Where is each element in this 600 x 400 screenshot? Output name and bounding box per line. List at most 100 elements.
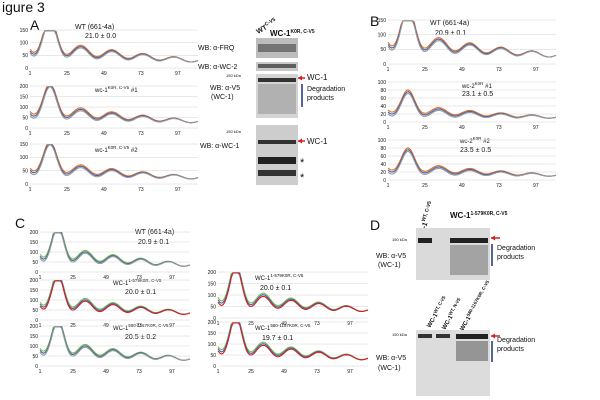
y-tick-label: 100 [30,344,39,350]
annotation-wc1: WC-1 [307,73,328,82]
y-tick-label: 0 [383,178,386,184]
trace-line [387,92,557,119]
annotation-degradation: Degradation [307,86,345,93]
y-tick-label: 100 [378,32,387,38]
x-tick-label: 73 [496,183,502,189]
x-tick-label: 1 [29,71,32,77]
blot-wc1-band-bottom [258,170,296,176]
x-tick-label: 49 [459,125,465,131]
annotation-products: products [307,95,334,102]
y-tick-label: 200 [208,270,217,276]
x-tick-label: 25 [248,321,254,327]
blot-label-v5: WB: α-V5 [376,253,406,260]
chart-period: 23.1 ± 0.5 [462,91,493,98]
x-tick-label: 25 [248,369,254,375]
chart-b-wc2-k0r-2: wc-2K0R #2 23.5 ± 0.5 100 80 60 40 20 01 25 49 7… [378,136,557,189]
arrow-head-icon [491,333,495,339]
blot-smear [450,245,488,275]
x-tick-label: 73 [138,131,144,137]
chart-title: WC-1580-1167K0R, C-V5 [113,323,169,332]
chart-title: wc-2K0R #1 [461,81,492,90]
figure-title: igure 3 [2,0,45,15]
y-tick-label: 80 [380,146,386,152]
panel-label-b: B [370,13,379,29]
y-tick-label: 50 [210,304,216,310]
chart-period: 20.9 ± 0.1 [138,239,169,246]
chart-period: 20.0 ± 0.1 [260,285,291,292]
y-tick-label: 50 [22,115,28,121]
blot-band [418,334,432,338]
x-tick-label: 25 [70,369,76,375]
chart-period: 20.9 ± 0.1 [435,30,466,37]
blot-smear [456,341,488,361]
chart-title: WC-11-579K0R, C-V5 [255,273,304,282]
chart-c-wc1-1-579-b: WC-11-579K0R, C-V5 20.0 ± 0.1 200 150 100 5… [208,270,369,327]
annotation-products: products [497,346,524,353]
chart-title: WT (661-4a) [135,229,174,236]
chart-c-wt: WT (661-4a) 20.9 ± 0.1 200 150 100 50 01 25 49… [30,229,191,281]
blot-wc1-band-lower [258,157,296,164]
blot-lane-header-mutant: WC-11-579K0R, C-V5 [450,211,508,220]
x-tick-label: 97 [347,321,353,327]
y-tick-label: 0 [383,120,386,126]
y-tick-label: 100 [378,80,387,86]
x-tick-label: 49 [101,187,107,193]
kda-marker: 150 kDa [226,73,242,78]
x-tick-label: 97 [169,369,175,375]
y-tick-label: 150 [20,94,29,100]
chart-period: 19.7 ± 0.1 [262,335,293,342]
y-tick-label: 100 [20,155,29,161]
blot-label-v5-sub: (WC-1) [211,94,234,101]
trace-line [387,20,557,58]
chart-c-wc1-580-1167-a: WC-1580-1167K0R, C-V5 20.5 ± 0.2 2001501… [30,323,191,375]
trace-line [29,30,199,63]
trace-line [29,144,199,180]
x-tick-label: 1 [39,275,42,281]
x-tick-label: 25 [422,125,428,131]
x-tick-label: 97 [533,125,539,131]
blot-wc1-band [258,140,296,144]
arrow-head-icon [298,75,302,81]
x-tick-label: 49 [101,131,107,137]
trace-line [29,86,199,124]
annotation-products: products [497,254,524,261]
y-tick-label: 50 [32,308,38,314]
x-tick-label: 1 [387,67,390,73]
chart-period: 21.0 ± 0.0 [85,33,116,40]
blot-wc2-band [258,64,296,68]
y-tick-label: 0 [35,364,38,370]
chart-a-wc1-k0r-1: wc-1K0R, C-V5 #1 200 150 100 50 01 25 49 73 97 [20,84,199,137]
x-tick-label: 49 [103,275,109,281]
x-tick-label: 25 [64,131,70,137]
y-tick-label: 40 [380,104,386,110]
trace-line [387,150,557,177]
x-tick-label: 73 [138,71,144,77]
y-tick-label: 100 [20,40,29,46]
chart-c-wc1-580-1167-b: WC-1580-1167K0R, C-V5 19.7 ± 0.1 2001501… [208,320,369,375]
blot-label-v5: WB: α-V5 [210,85,240,92]
x-tick-label: 97 [533,67,539,73]
trace-line [39,232,191,267]
y-tick-label: 80 [380,88,386,94]
x-tick-label: 1 [217,369,220,375]
chart-period: 20.5 ± 0.2 [125,334,156,341]
chart-period: 23.5 ± 0.5 [460,147,491,154]
x-tick-label: 25 [422,67,428,73]
annotation-star: * [300,157,305,169]
y-tick-label: 0 [25,126,28,132]
x-tick-label: 97 [347,369,353,375]
chart-b-wt: WT (661-4a) 20.9 ± 0.1 150 100 50 01 25 49 73 9… [378,18,557,73]
x-tick-label: 49 [459,67,465,73]
chart-b-wc2-k0r-1: wc-2K0R #1 23.1 ± 0.5 100 80 60 40 20 01 25 49 7… [378,80,557,131]
x-tick-label: 25 [70,275,76,281]
trace-line [217,322,369,361]
arrow-head-icon [491,235,495,241]
x-tick-label: 1 [217,321,220,327]
annotation-degradation: Degradation [497,337,535,344]
y-tick-label: 0 [25,66,28,72]
y-tick-label: 150 [378,18,387,24]
blot-label-v5: WB: α-V5 [376,355,406,362]
y-tick-label: 200 [30,278,39,284]
chart-period: 20.0 ± 0.1 [125,289,156,296]
y-tick-label: 150 [208,281,217,287]
